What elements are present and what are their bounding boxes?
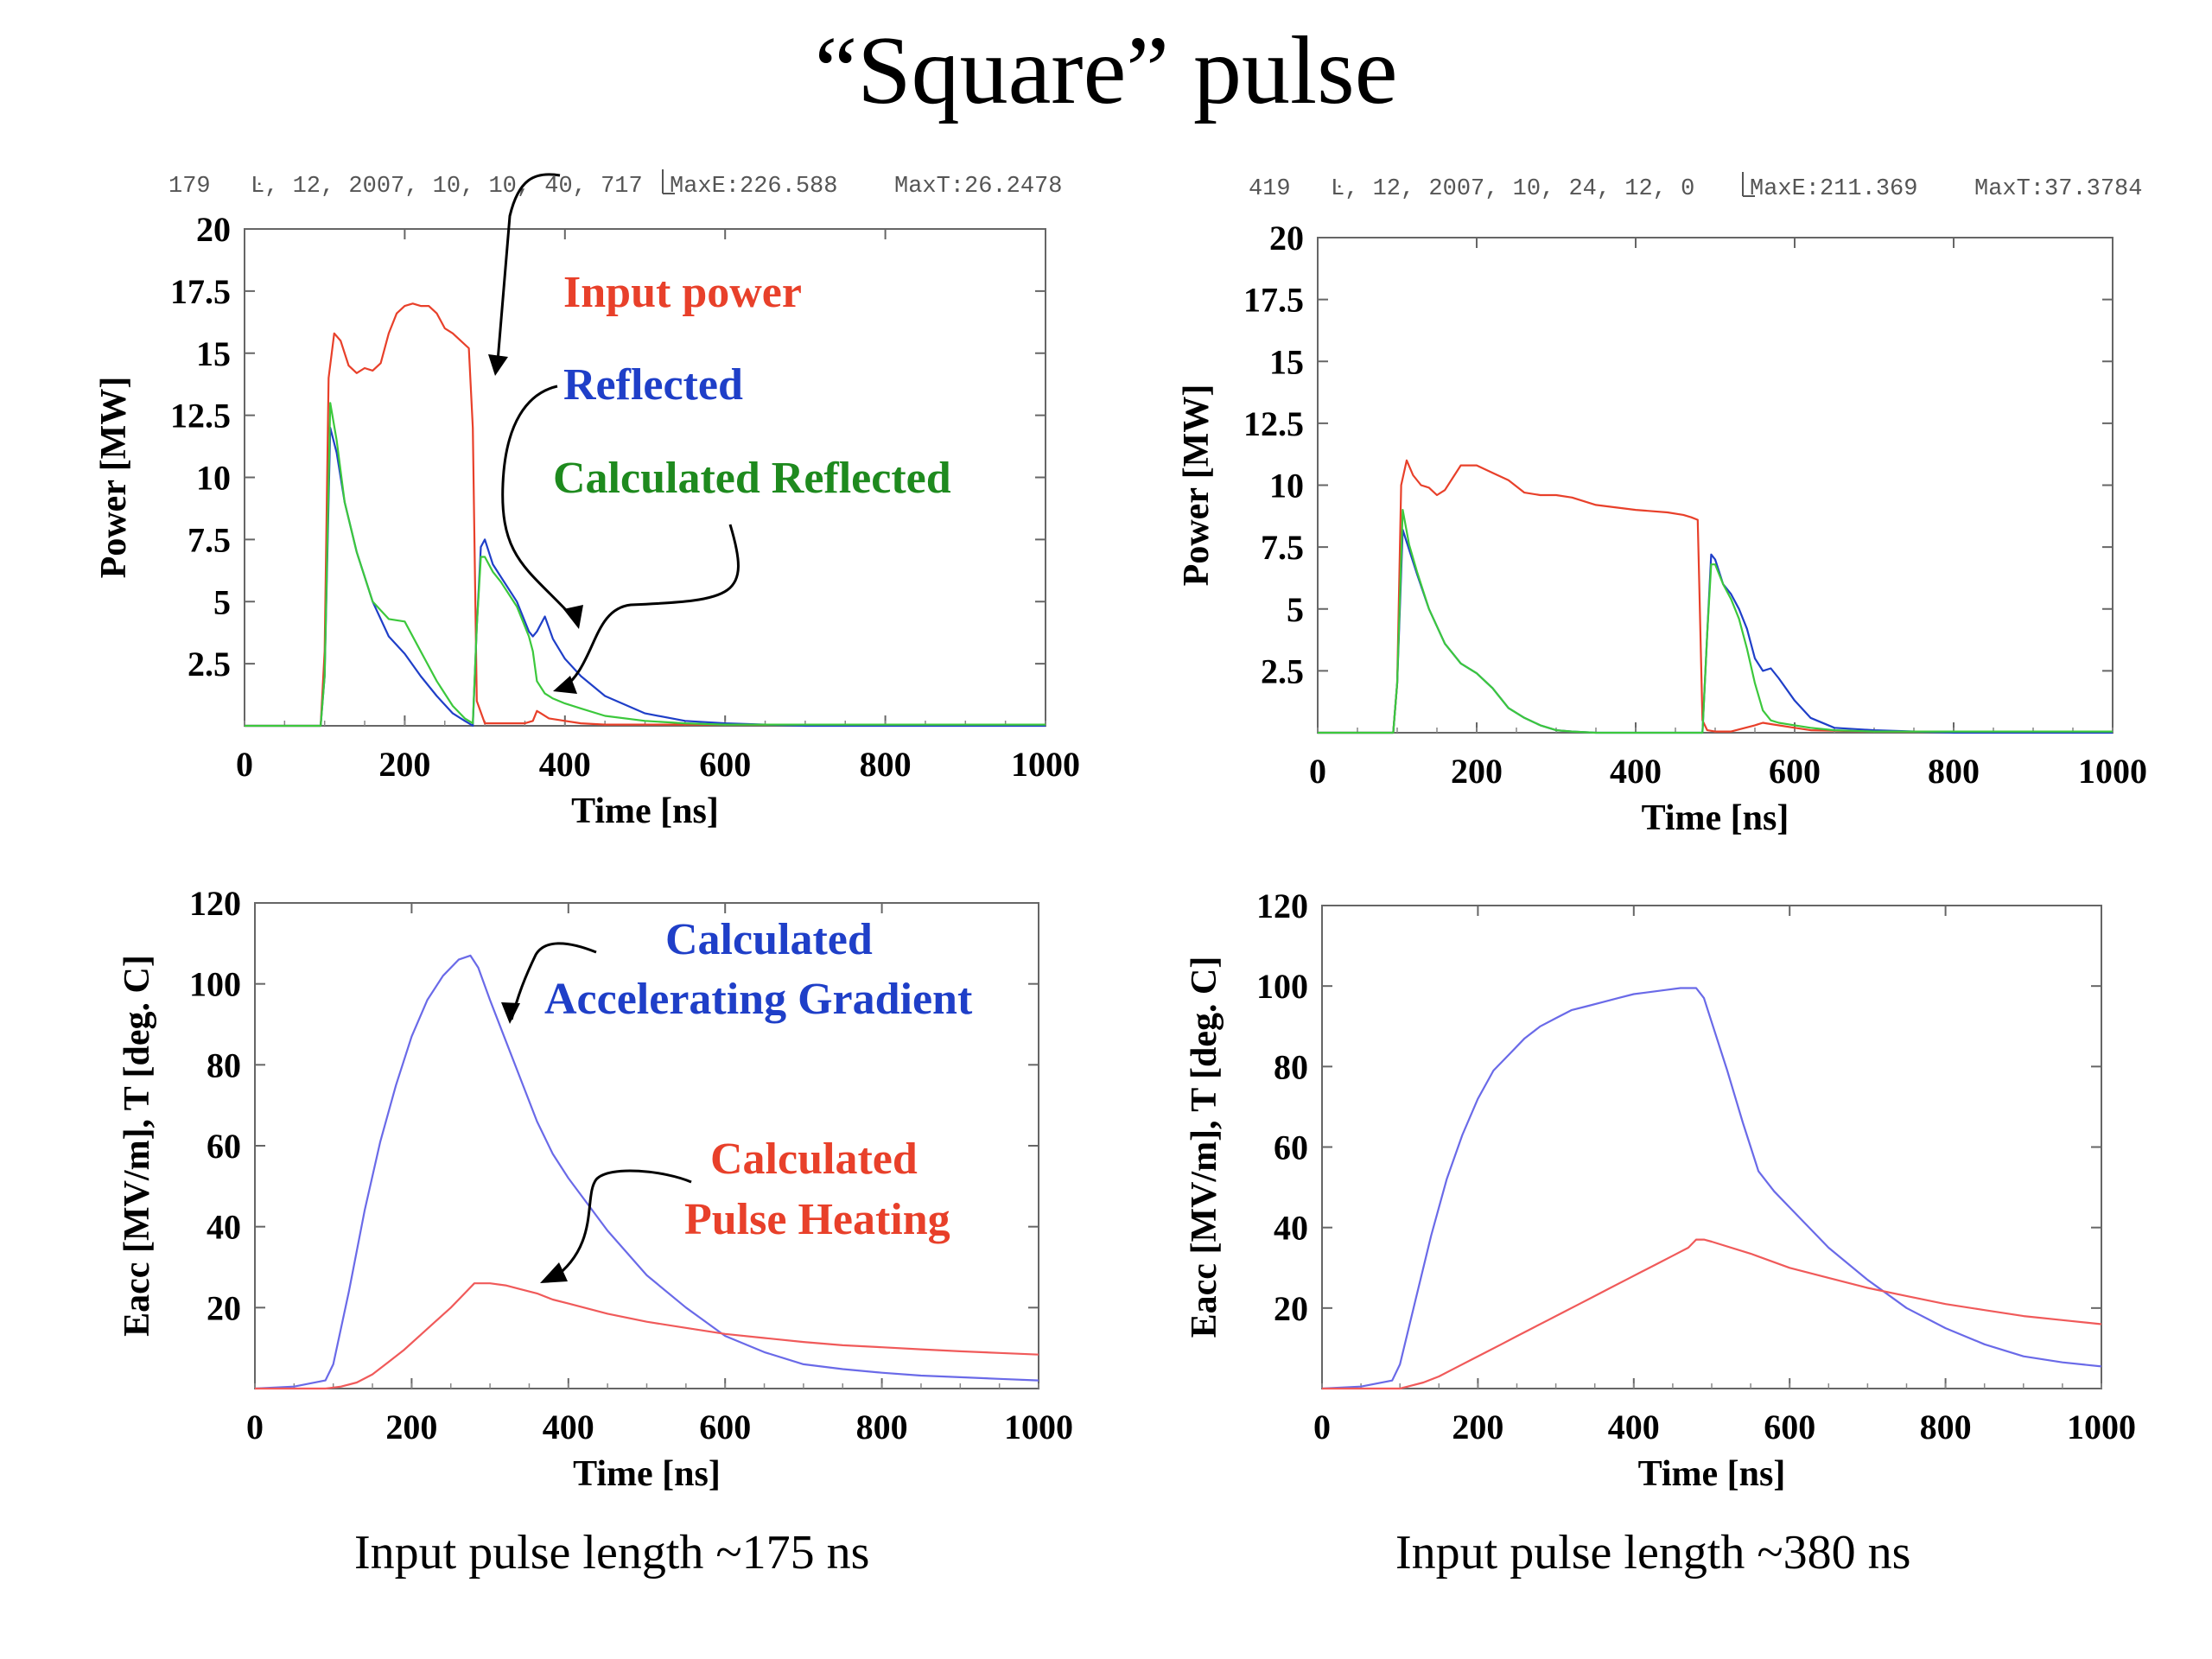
x-tick-label: 400 bbox=[539, 745, 591, 784]
series-line-0 bbox=[1318, 459, 2113, 734]
header-timestamp: Ŀ, 12, 2007, 10, 24, 12, 0 bbox=[1331, 176, 1694, 202]
y-tick-label: 80 bbox=[1274, 1047, 1308, 1086]
x-axis-label: Time [ns] bbox=[571, 791, 719, 831]
header-shot-number: 419 bbox=[1249, 176, 1291, 202]
y-axis-label: Eacc [MV/m], T [deg. C] bbox=[1185, 957, 1224, 1338]
header-max-t: MaxT:26.2478 bbox=[894, 174, 1062, 200]
x-axis-label: Time [ns] bbox=[1642, 798, 1789, 838]
y-tick-label: 60 bbox=[207, 1127, 241, 1166]
gradient-chart-380ns: 0 200 400 600 800 1000 20 40 60 80 100 120 Time [ns]… bbox=[1185, 887, 2136, 1494]
x-tick-label: 1000 bbox=[1004, 1408, 1073, 1446]
header-timestamp: Ŀ, 12, 2007, 10, 10, 40, 717 bbox=[251, 174, 643, 200]
series-line-2 bbox=[1318, 508, 2113, 734]
power-chart-380ns: 0 200 400 600 800 1000 2.5 5 7.5 10 12.5 15 17.5 20 Ti… bbox=[1177, 172, 2147, 838]
x-tick-label: 600 bbox=[699, 745, 751, 784]
series-line-2 bbox=[245, 402, 1046, 728]
plot-frame bbox=[1321, 905, 2102, 1389]
series-line-0 bbox=[1321, 987, 2102, 1390]
x-tick-label: 1000 bbox=[2078, 752, 2147, 791]
annotation-input-power: Input power bbox=[563, 268, 802, 317]
x-tick-label: 0 bbox=[1313, 1408, 1331, 1446]
series-line-0 bbox=[245, 302, 1046, 728]
y-tick-label: 20 bbox=[1274, 1289, 1308, 1328]
x-tick-label: 600 bbox=[1769, 752, 1821, 791]
y-tick-label: 15 bbox=[196, 334, 231, 373]
y-tick-label: 2.5 bbox=[1261, 652, 1304, 690]
y-tick-label: 12.5 bbox=[1243, 404, 1304, 443]
y-tick-label: 2.5 bbox=[188, 645, 231, 683]
x-tick-label: 400 bbox=[543, 1408, 594, 1446]
gradient-chart-175ns: 0 200 400 600 800 1000 20 40 60 80 100 120 Time [ns]… bbox=[118, 884, 1073, 1494]
y-tick-label: 20 bbox=[196, 210, 231, 249]
y-tick-label: 120 bbox=[189, 884, 241, 923]
y-tick-label: 12.5 bbox=[170, 397, 231, 435]
slide-title: “Square” pulse bbox=[814, 17, 1398, 124]
y-axis-label: Eacc [MV/m], T [deg. C] bbox=[118, 955, 157, 1337]
x-tick-label: 800 bbox=[1928, 752, 1980, 791]
y-tick-label: 7.5 bbox=[188, 520, 231, 559]
x-tick-label: 600 bbox=[699, 1408, 751, 1446]
x-tick-label: 600 bbox=[1764, 1408, 1815, 1446]
series-line-1 bbox=[1318, 528, 2113, 734]
y-tick-label: 120 bbox=[1256, 887, 1308, 925]
x-tick-label: 200 bbox=[378, 745, 430, 784]
x-tick-label: 400 bbox=[1610, 752, 1662, 791]
y-axis-label: Power [MW] bbox=[94, 377, 134, 579]
y-tick-label: 100 bbox=[189, 965, 241, 1004]
y-axis-label: Power [MW] bbox=[1177, 385, 1217, 587]
header-max-e: MaxE:211.369 bbox=[1750, 176, 1917, 202]
x-tick-label: 200 bbox=[1451, 752, 1503, 791]
y-tick-label: 17.5 bbox=[1243, 281, 1304, 320]
x-tick-label: 0 bbox=[1309, 752, 1326, 791]
y-tick-label: 20 bbox=[207, 1288, 241, 1327]
header-max-e: MaxE:226.588 bbox=[670, 174, 837, 200]
x-axis-label: Time [ns] bbox=[1638, 1454, 1786, 1494]
annotation-reflected: Reflected bbox=[563, 360, 743, 410]
y-tick-label: 10 bbox=[196, 459, 231, 498]
y-tick-label: 10 bbox=[1269, 467, 1304, 505]
x-tick-label: 0 bbox=[236, 745, 253, 784]
power-chart-175ns: 0 200 400 600 800 1000 2.5 5 7.5 10 12.5 15 17.5 20 Ti… bbox=[94, 169, 1080, 831]
y-tick-label: 5 bbox=[1287, 590, 1304, 629]
annotation-pulse-heating-line1: Calculated bbox=[710, 1135, 918, 1184]
annotation-pulse-heating-line2: Pulse Heating bbox=[684, 1195, 950, 1244]
y-tick-label: 15 bbox=[1269, 342, 1304, 381]
plot-frame bbox=[1317, 237, 2113, 734]
series-line-1 bbox=[255, 1282, 1039, 1390]
header-shot-number: 179 bbox=[168, 174, 211, 200]
y-tick-label: 7.5 bbox=[1261, 528, 1304, 567]
caption-175ns: Input pulse length ~175 ns bbox=[354, 1526, 870, 1580]
y-tick-label: 40 bbox=[1274, 1209, 1308, 1248]
y-tick-label: 17.5 bbox=[170, 272, 231, 311]
x-tick-label: 800 bbox=[860, 745, 912, 784]
series-line-0 bbox=[254, 954, 1039, 1390]
header-max-t: MaxT:37.3784 bbox=[1974, 176, 2142, 202]
x-tick-label: 400 bbox=[1608, 1408, 1660, 1446]
annotation-calculated-gradient-line1: Calculated bbox=[665, 915, 873, 964]
x-tick-label: 0 bbox=[246, 1408, 264, 1446]
x-tick-label: 1000 bbox=[1011, 745, 1080, 784]
y-tick-label: 5 bbox=[213, 582, 231, 621]
y-tick-label: 60 bbox=[1274, 1128, 1308, 1167]
caption-380ns: Input pulse length ~380 ns bbox=[1395, 1526, 1911, 1580]
x-tick-label: 200 bbox=[385, 1408, 437, 1446]
x-tick-label: 1000 bbox=[2067, 1408, 2136, 1446]
annotation-calculated-reflected: Calculated Reflected bbox=[553, 454, 951, 503]
x-axis-label: Time [ns] bbox=[573, 1454, 721, 1494]
x-tick-label: 800 bbox=[856, 1408, 908, 1446]
y-tick-label: 20 bbox=[1269, 219, 1304, 257]
y-tick-label: 40 bbox=[207, 1208, 241, 1247]
series-line-1 bbox=[1322, 1238, 2102, 1390]
x-tick-label: 200 bbox=[1452, 1408, 1503, 1446]
y-tick-label: 80 bbox=[207, 1046, 241, 1084]
y-tick-label: 100 bbox=[1256, 967, 1308, 1006]
annotation-calculated-gradient-line2: Accelerating Gradient bbox=[544, 975, 973, 1024]
x-tick-label: 800 bbox=[1920, 1408, 1972, 1446]
